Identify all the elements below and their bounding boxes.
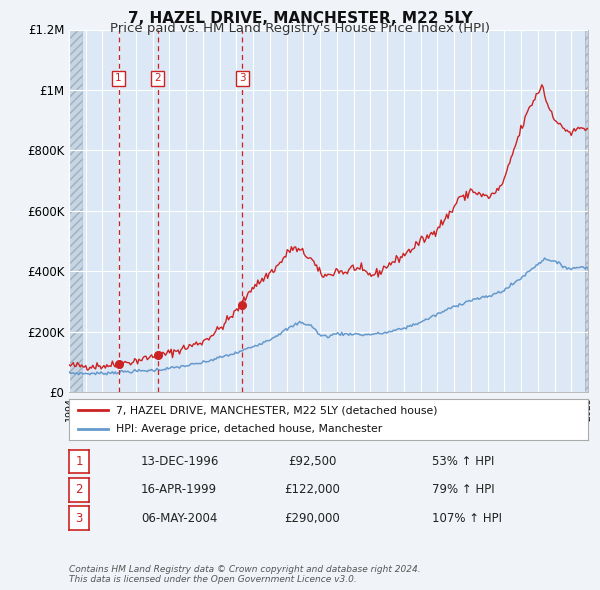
- Text: 16-APR-1999: 16-APR-1999: [141, 483, 217, 496]
- Text: 06-MAY-2004: 06-MAY-2004: [141, 512, 217, 525]
- Text: 107% ↑ HPI: 107% ↑ HPI: [432, 512, 502, 525]
- Text: 7, HAZEL DRIVE, MANCHESTER, M22 5LY: 7, HAZEL DRIVE, MANCHESTER, M22 5LY: [128, 11, 472, 25]
- Text: 2: 2: [154, 74, 161, 83]
- Text: Contains HM Land Registry data © Crown copyright and database right 2024.
This d: Contains HM Land Registry data © Crown c…: [69, 565, 421, 584]
- Text: 2: 2: [76, 483, 83, 496]
- Text: 1: 1: [76, 455, 83, 468]
- Text: £92,500: £92,500: [288, 455, 336, 468]
- Text: 1: 1: [115, 74, 122, 83]
- Text: 13-DEC-1996: 13-DEC-1996: [141, 455, 220, 468]
- Text: 3: 3: [76, 512, 83, 525]
- Text: 79% ↑ HPI: 79% ↑ HPI: [432, 483, 494, 496]
- Text: £290,000: £290,000: [284, 512, 340, 525]
- Text: 7, HAZEL DRIVE, MANCHESTER, M22 5LY (detached house): 7, HAZEL DRIVE, MANCHESTER, M22 5LY (det…: [116, 405, 437, 415]
- Text: £122,000: £122,000: [284, 483, 340, 496]
- Text: 3: 3: [239, 74, 245, 83]
- Text: 53% ↑ HPI: 53% ↑ HPI: [432, 455, 494, 468]
- Text: Price paid vs. HM Land Registry's House Price Index (HPI): Price paid vs. HM Land Registry's House …: [110, 22, 490, 35]
- Text: HPI: Average price, detached house, Manchester: HPI: Average price, detached house, Manc…: [116, 424, 382, 434]
